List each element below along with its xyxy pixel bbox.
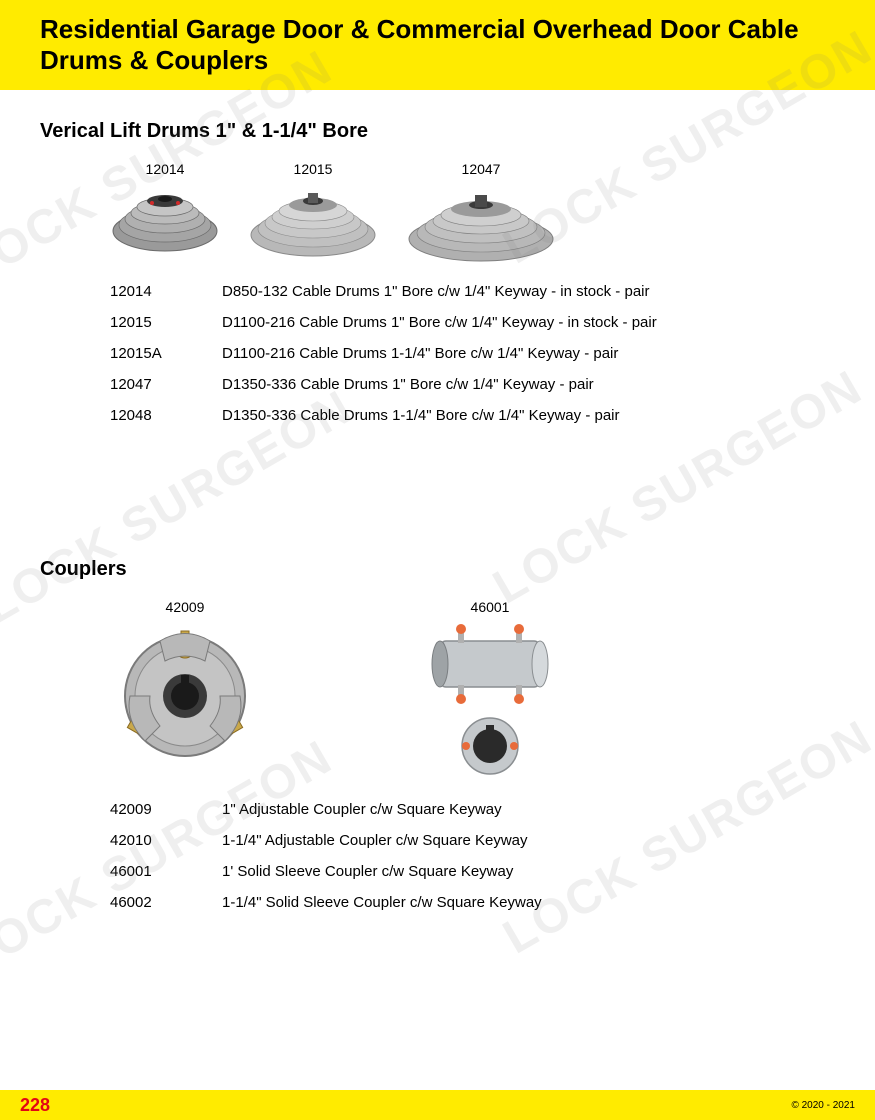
drum-icon bbox=[110, 183, 220, 253]
product-code: 12047 bbox=[110, 376, 170, 393]
section-heading-couplers: Couplers bbox=[40, 558, 835, 581]
product-desc: D1350-336 Cable Drums 1" Bore c/w 1/4" K… bbox=[222, 376, 594, 393]
drums-table: 12014 D850-132 Cable Drums 1" Bore c/w 1… bbox=[110, 283, 835, 424]
drum-label: 12015 bbox=[294, 161, 333, 177]
product-desc: D1350-336 Cable Drums 1-1/4" Bore c/w 1/… bbox=[222, 407, 620, 424]
table-row: 12015 D1100-216 Cable Drums 1" Bore c/w … bbox=[110, 314, 835, 331]
product-desc: 1' Solid Sleeve Coupler c/w Square Keywa… bbox=[222, 863, 513, 880]
page-content: Verical Lift Drums 1" & 1-1/4" Bore 1201… bbox=[0, 90, 875, 911]
coupler-images-row: 42009 bbox=[110, 599, 835, 781]
table-row: 42010 1-1/4" Adjustable Coupler c/w Squa… bbox=[110, 832, 835, 849]
table-row: 12048 D1350-336 Cable Drums 1-1/4" Bore … bbox=[110, 407, 835, 424]
couplers-table: 42009 1" Adjustable Coupler c/w Square K… bbox=[110, 801, 835, 911]
table-row: 12014 D850-132 Cable Drums 1" Bore c/w 1… bbox=[110, 283, 835, 300]
coupler-sleeve-icon bbox=[410, 621, 570, 781]
product-desc: D1100-216 Cable Drums 1-1/4" Bore c/w 1/… bbox=[222, 345, 618, 362]
page-number: 228 bbox=[20, 1095, 50, 1116]
product-code: 46002 bbox=[110, 894, 170, 911]
coupler-label: 46001 bbox=[471, 599, 510, 615]
product-code: 12015A bbox=[110, 345, 170, 362]
table-row: 12015A D1100-216 Cable Drums 1-1/4" Bore… bbox=[110, 345, 835, 362]
drum-image-12015: 12015 bbox=[248, 161, 378, 263]
coupler-disc-icon bbox=[110, 621, 260, 771]
drum-image-12014: 12014 bbox=[110, 161, 220, 263]
drum-label: 12047 bbox=[462, 161, 501, 177]
drum-images-row: 12014 12015 bbox=[110, 161, 835, 263]
page-header-banner: Residential Garage Door & Commercial Ove… bbox=[0, 0, 875, 90]
page-title: Residential Garage Door & Commercial Ove… bbox=[40, 14, 835, 76]
coupler-image-46001: 46001 bbox=[410, 599, 570, 781]
copyright: © 2020 - 2021 bbox=[791, 1100, 855, 1111]
table-row: 42009 1" Adjustable Coupler c/w Square K… bbox=[110, 801, 835, 818]
table-row: 12047 D1350-336 Cable Drums 1" Bore c/w … bbox=[110, 376, 835, 393]
product-desc: 1-1/4" Adjustable Coupler c/w Square Key… bbox=[222, 832, 528, 849]
product-code: 12015 bbox=[110, 314, 170, 331]
table-row: 46001 1' Solid Sleeve Coupler c/w Square… bbox=[110, 863, 835, 880]
section-heading-drums: Verical Lift Drums 1" & 1-1/4" Bore bbox=[40, 120, 835, 143]
product-code: 12014 bbox=[110, 283, 170, 300]
drum-icon bbox=[406, 183, 556, 263]
product-desc: 1" Adjustable Coupler c/w Square Keyway bbox=[222, 801, 502, 818]
product-desc: 1-1/4" Solid Sleeve Coupler c/w Square K… bbox=[222, 894, 542, 911]
table-row: 46002 1-1/4" Solid Sleeve Coupler c/w Sq… bbox=[110, 894, 835, 911]
drum-label: 12014 bbox=[146, 161, 185, 177]
product-code: 42010 bbox=[110, 832, 170, 849]
page-footer: 228 © 2020 - 2021 bbox=[0, 1090, 875, 1120]
coupler-image-42009: 42009 bbox=[110, 599, 260, 771]
product-code: 46001 bbox=[110, 863, 170, 880]
drum-image-12047: 12047 bbox=[406, 161, 556, 263]
product-desc: D1100-216 Cable Drums 1" Bore c/w 1/4" K… bbox=[222, 314, 657, 331]
product-desc: D850-132 Cable Drums 1" Bore c/w 1/4" Ke… bbox=[222, 283, 650, 300]
coupler-label: 42009 bbox=[166, 599, 205, 615]
product-code: 42009 bbox=[110, 801, 170, 818]
drum-icon bbox=[248, 183, 378, 258]
product-code: 12048 bbox=[110, 407, 170, 424]
